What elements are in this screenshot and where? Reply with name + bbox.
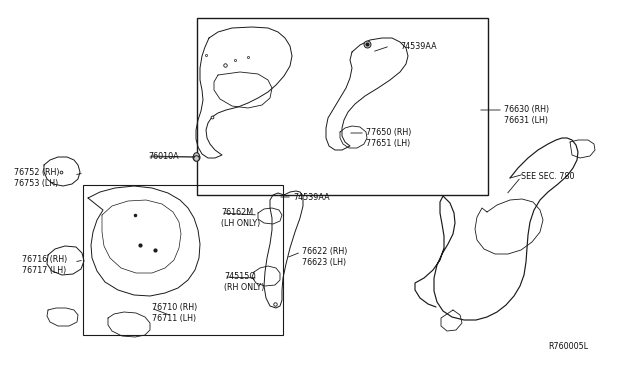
- Text: 76711 (LH): 76711 (LH): [152, 314, 196, 323]
- Text: 76631 (LH): 76631 (LH): [504, 116, 548, 125]
- Text: (LH ONLY): (LH ONLY): [221, 219, 260, 228]
- Text: 77651 (LH): 77651 (LH): [366, 139, 410, 148]
- Text: 76622 (RH): 76622 (RH): [302, 247, 348, 256]
- Text: 74539AA: 74539AA: [293, 193, 330, 202]
- Text: 76623 (LH): 76623 (LH): [302, 258, 346, 267]
- Text: R760005L: R760005L: [548, 342, 588, 351]
- Bar: [83, 185, 283, 335]
- Text: (RH ONLY): (RH ONLY): [224, 283, 264, 292]
- Text: 74515Q: 74515Q: [224, 272, 256, 281]
- Text: 76162M: 76162M: [221, 208, 253, 217]
- Text: 76752 (RH): 76752 (RH): [14, 168, 60, 177]
- Text: 77650 (RH): 77650 (RH): [366, 128, 412, 137]
- Bar: [197, 18, 488, 195]
- Text: 76717 (LH): 76717 (LH): [22, 266, 67, 275]
- Text: 76010A: 76010A: [148, 152, 179, 161]
- Text: 76710 (RH): 76710 (RH): [152, 303, 197, 312]
- Text: 76716 (RH): 76716 (RH): [22, 255, 67, 264]
- Text: SEE SEC. 780: SEE SEC. 780: [521, 172, 575, 181]
- Text: 76753 (LH): 76753 (LH): [14, 179, 58, 188]
- Text: 74539AA: 74539AA: [400, 42, 436, 51]
- Text: 76630 (RH): 76630 (RH): [504, 105, 549, 114]
